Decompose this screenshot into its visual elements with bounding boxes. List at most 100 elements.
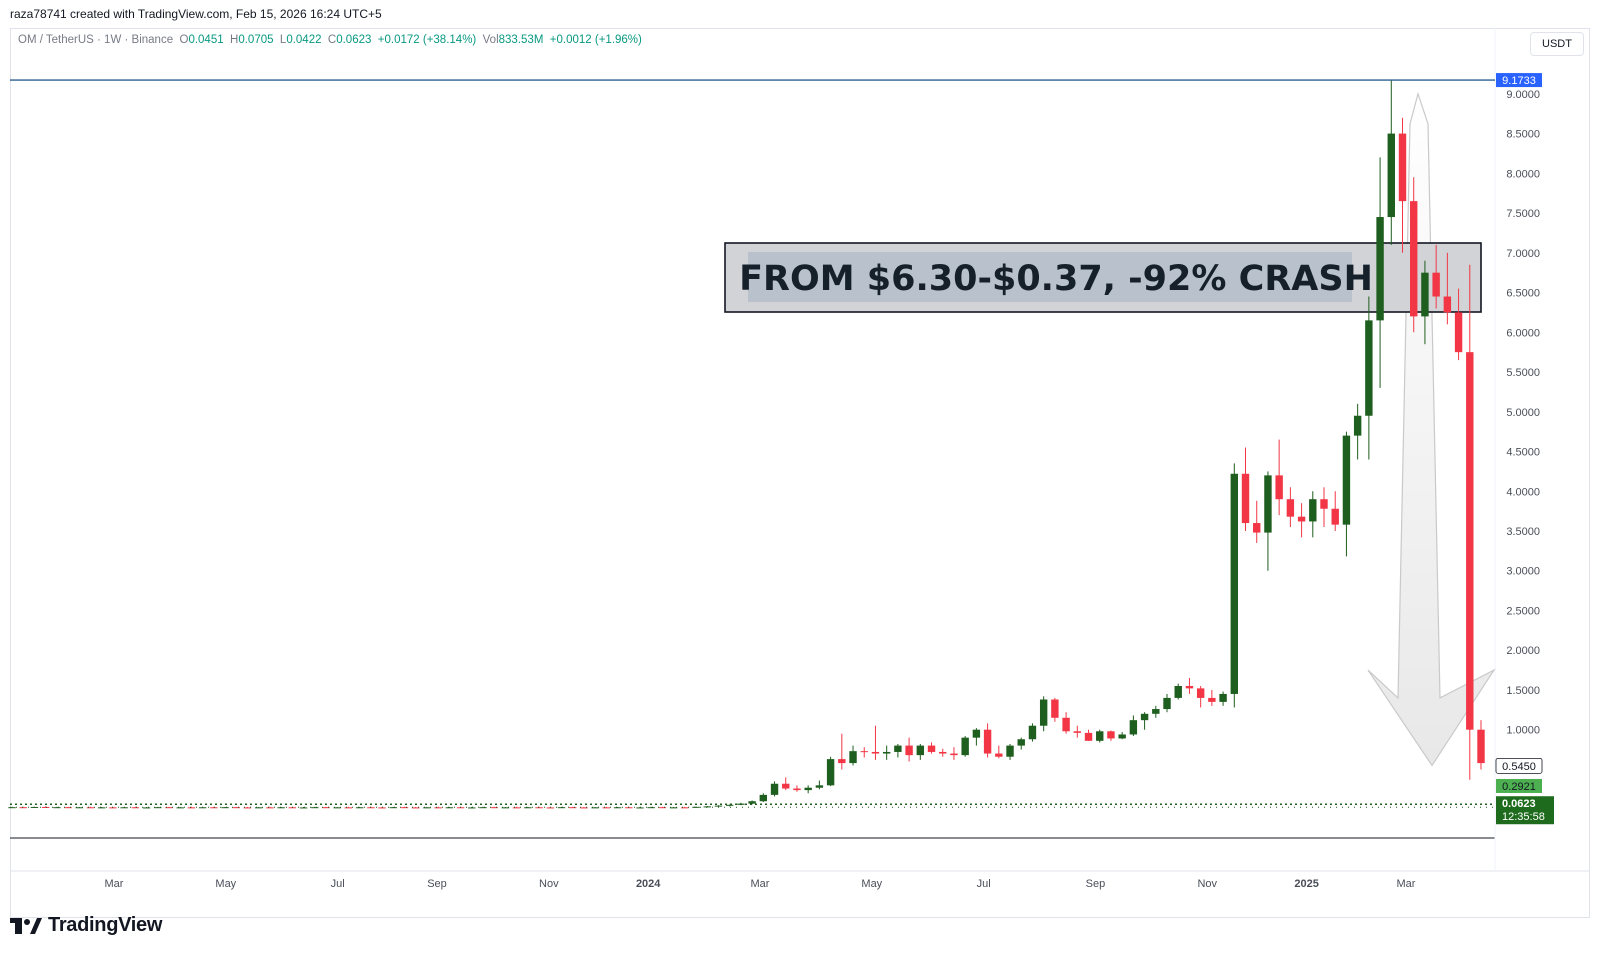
candle-body[interactable] <box>703 806 711 808</box>
candle-body[interactable] <box>311 807 319 809</box>
candle-body[interactable] <box>692 806 700 808</box>
candle-body[interactable] <box>714 805 723 807</box>
candle-body[interactable] <box>983 729 992 754</box>
candle-body[interactable] <box>176 807 184 809</box>
candle-body[interactable] <box>1454 312 1463 353</box>
candle-body[interactable] <box>1331 508 1339 525</box>
candle-body[interactable] <box>187 807 196 809</box>
candle-body[interactable] <box>1062 717 1070 732</box>
candle-body[interactable] <box>882 751 891 754</box>
candle-body[interactable] <box>1185 685 1194 689</box>
currency-selector[interactable]: USDT <box>1530 32 1584 56</box>
candle-body[interactable] <box>782 783 790 789</box>
candle-body[interactable] <box>826 759 835 786</box>
candle-body[interactable] <box>580 807 588 809</box>
candle-body[interactable] <box>524 807 532 809</box>
candle-body[interactable] <box>86 807 95 809</box>
candle-body[interactable] <box>849 751 857 764</box>
candle-body[interactable] <box>602 807 611 809</box>
candle-body[interactable] <box>512 807 521 809</box>
candle-body[interactable] <box>591 807 599 809</box>
candle-body[interactable] <box>165 807 173 809</box>
candle-body[interactable] <box>210 807 218 809</box>
candle-body[interactable] <box>1129 720 1138 735</box>
candle-body[interactable] <box>389 807 397 809</box>
candle-body[interactable] <box>557 807 566 809</box>
candle-body[interactable] <box>1006 745 1014 757</box>
candle-body[interactable] <box>367 807 375 809</box>
candle-body[interactable] <box>479 807 487 809</box>
candle-body[interactable] <box>658 807 667 809</box>
candle-body[interactable] <box>243 807 252 809</box>
candle-body[interactable] <box>1297 516 1306 522</box>
candle-body[interactable] <box>1017 739 1025 746</box>
down-arrow-drawing[interactable] <box>1367 91 1496 767</box>
candle-body[interactable] <box>221 807 229 809</box>
candle-body[interactable] <box>725 804 734 806</box>
candle-body[interactable] <box>1107 731 1115 739</box>
candle-body[interactable] <box>625 807 633 809</box>
candle-body[interactable] <box>423 807 431 809</box>
candle-body[interactable] <box>456 807 465 809</box>
candle-body[interactable] <box>109 807 117 809</box>
candle-body[interactable] <box>1163 697 1171 710</box>
symbol-name[interactable]: OM / TetherUS · 1W · Binance <box>18 34 174 46</box>
candle-body[interactable] <box>804 787 812 791</box>
candle-body[interactable] <box>1432 272 1440 297</box>
candle-body[interactable] <box>1286 499 1295 517</box>
candle-body[interactable] <box>8 807 16 809</box>
candle-body[interactable] <box>277 807 285 809</box>
candle-body[interactable] <box>1140 713 1149 721</box>
candle-body[interactable] <box>894 745 902 752</box>
candle-body[interactable] <box>434 807 442 809</box>
candle-body[interactable] <box>288 807 297 809</box>
candle-body[interactable] <box>344 807 353 809</box>
candle-body[interactable] <box>1309 499 1317 522</box>
candle-body[interactable] <box>860 751 868 753</box>
candle-body[interactable] <box>1028 725 1037 740</box>
candle-body[interactable] <box>939 751 947 754</box>
candle-body[interactable] <box>871 751 880 754</box>
candle-body[interactable] <box>1353 415 1362 436</box>
candle-body[interactable] <box>647 807 655 809</box>
candle-body[interactable] <box>142 807 151 809</box>
candle-body[interactable] <box>154 807 162 809</box>
candle-body[interactable] <box>1096 731 1104 741</box>
candle-body[interactable] <box>995 753 1003 757</box>
candle-body[interactable] <box>445 807 454 809</box>
candle-body[interactable] <box>1051 699 1059 718</box>
candle-body[interactable] <box>961 737 969 756</box>
candle-body[interactable] <box>1073 731 1082 733</box>
candle-body[interactable] <box>636 807 644 809</box>
candle-body[interactable] <box>1398 133 1407 202</box>
candle-body[interactable] <box>681 807 689 809</box>
candle-body[interactable] <box>759 794 768 802</box>
candle-body[interactable] <box>1152 709 1160 714</box>
candle-body[interactable] <box>19 807 27 809</box>
candle-body[interactable] <box>669 807 678 809</box>
candle-body[interactable] <box>266 807 274 809</box>
candle-body[interactable] <box>378 807 386 809</box>
candle-body[interactable] <box>1320 499 1328 509</box>
candle-body[interactable] <box>98 807 106 809</box>
candle-body[interactable] <box>299 807 308 809</box>
candle-body[interactable] <box>255 807 263 809</box>
candle-body[interactable] <box>490 807 498 809</box>
candle-body[interactable] <box>1466 352 1474 730</box>
candle-body[interactable] <box>546 807 554 809</box>
candle-body[interactable] <box>1230 473 1238 694</box>
candle-body[interactable] <box>1410 201 1418 317</box>
candle-body[interactable] <box>1443 296 1452 313</box>
candle-body[interactable] <box>1118 734 1126 739</box>
candle-body[interactable] <box>916 745 925 756</box>
candle-body[interactable] <box>1421 272 1429 317</box>
candle-body[interactable] <box>1387 133 1395 218</box>
candle-body[interactable] <box>64 807 72 809</box>
candle-body[interactable] <box>1365 320 1373 416</box>
candle-body[interactable] <box>1174 685 1182 698</box>
candle-body[interactable] <box>400 807 409 809</box>
candle-body[interactable] <box>815 785 824 788</box>
candle-body[interactable] <box>1208 697 1216 702</box>
candle-body[interactable] <box>53 807 61 809</box>
